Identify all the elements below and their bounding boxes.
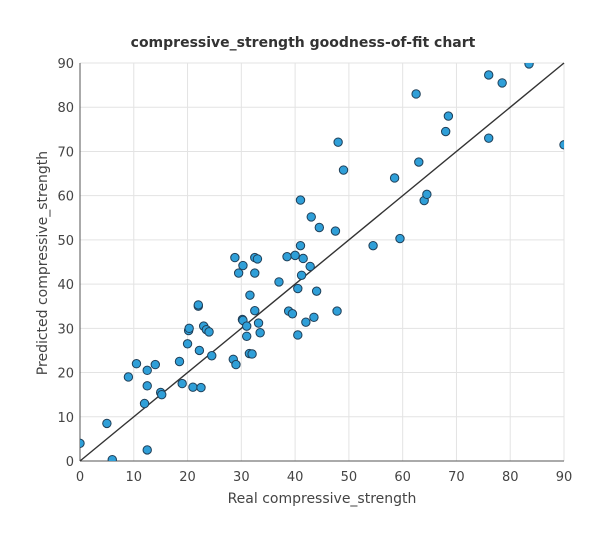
- data-point: [150, 359, 160, 370]
- data-point: [309, 312, 319, 322]
- x-tick-label: 0: [76, 470, 84, 485]
- x-tick-label: 60: [394, 470, 411, 485]
- data-point: [301, 317, 311, 327]
- data-point: [204, 327, 214, 337]
- y-tick-label: 70: [57, 145, 74, 160]
- data-point: [440, 126, 451, 137]
- y-tick-label: 30: [57, 322, 74, 337]
- data-point: [411, 89, 421, 99]
- data-point: [287, 309, 298, 319]
- data-point: [142, 365, 152, 376]
- data-point: [295, 240, 306, 251]
- data-point: [230, 252, 240, 263]
- data-point: [395, 233, 405, 244]
- y-tick-label: 90: [57, 57, 74, 72]
- data-point: [242, 331, 252, 341]
- x-tick-label: 80: [502, 470, 519, 485]
- reference-line-group: [79, 62, 565, 462]
- x-axis-label: Real compressive_strength: [228, 491, 417, 507]
- data-point: [290, 250, 300, 261]
- data-point: [184, 323, 194, 334]
- data-point: [177, 378, 187, 389]
- data-point: [245, 290, 255, 300]
- data-point: [333, 137, 343, 147]
- data-point: [559, 140, 564, 150]
- data-point: [255, 328, 265, 338]
- data-point: [497, 78, 507, 88]
- x-tick-label: 50: [341, 470, 358, 485]
- x-tick-label: 10: [126, 470, 143, 485]
- data-point: [368, 240, 378, 251]
- data-point: [338, 165, 349, 175]
- data-point: [293, 330, 303, 340]
- data-point: [80, 438, 85, 449]
- data-point: [231, 359, 241, 370]
- data-point: [293, 283, 303, 294]
- y-tick-label: 60: [57, 190, 74, 205]
- y-tick-label: 10: [57, 411, 74, 426]
- data-point: [389, 173, 400, 183]
- data-point: [330, 226, 341, 236]
- data-point: [233, 268, 244, 278]
- data-point: [142, 445, 152, 455]
- x-tick-label: 70: [448, 470, 465, 485]
- data-point: [414, 157, 424, 167]
- chart-title: compressive_strength goodness-of-fit cha…: [131, 35, 476, 51]
- data-point: [295, 195, 306, 205]
- data-point: [139, 398, 150, 409]
- data-point: [142, 381, 152, 391]
- data-point: [282, 251, 292, 262]
- data-point: [332, 306, 342, 316]
- x-tick-label: 20: [179, 470, 196, 485]
- data-point: [484, 133, 494, 143]
- y-axis-label: Predicted compressive_strength: [35, 151, 51, 375]
- data-point: [157, 389, 167, 400]
- x-tick-label: 30: [233, 470, 250, 485]
- data-point: [193, 300, 204, 310]
- data-point: [196, 382, 206, 393]
- data-points: [80, 63, 564, 461]
- data-point: [306, 212, 316, 222]
- y-tick-label: 0: [66, 455, 74, 470]
- y-tick-label: 80: [57, 101, 74, 116]
- data-point: [107, 454, 117, 461]
- data-point: [174, 356, 185, 367]
- data-point: [123, 372, 134, 382]
- data-point: [131, 359, 142, 369]
- data-point: [314, 222, 325, 233]
- y-tick-label: 20: [57, 367, 74, 382]
- data-point: [253, 318, 264, 328]
- data-point: [207, 351, 217, 361]
- data-point: [443, 111, 454, 121]
- data-point: [524, 63, 534, 69]
- data-point: [252, 254, 263, 264]
- data-point: [484, 70, 494, 80]
- data-point: [311, 286, 322, 296]
- data-point: [182, 339, 193, 349]
- y-tick-label: 50: [57, 234, 74, 249]
- data-point: [274, 277, 284, 287]
- data-point: [250, 305, 260, 316]
- x-tick-label: 90: [556, 470, 573, 485]
- y-tick-label: 40: [57, 278, 74, 293]
- x-tick-label: 40: [287, 470, 304, 485]
- data-point: [298, 253, 308, 264]
- data-point: [194, 345, 205, 356]
- data-point: [242, 321, 252, 331]
- data-point: [247, 349, 257, 359]
- axes: 0 10 20 30 40 50 60 70 80 90 0 10 20 30 40 50 60 70 80 90: [57, 57, 572, 485]
- data-point: [238, 260, 248, 271]
- reference-line: [79, 62, 565, 462]
- data-point: [305, 261, 315, 272]
- data-point: [102, 418, 112, 429]
- data-point: [188, 382, 198, 392]
- data-point: [296, 270, 307, 280]
- data-point: [250, 268, 260, 278]
- data-point: [422, 189, 432, 200]
